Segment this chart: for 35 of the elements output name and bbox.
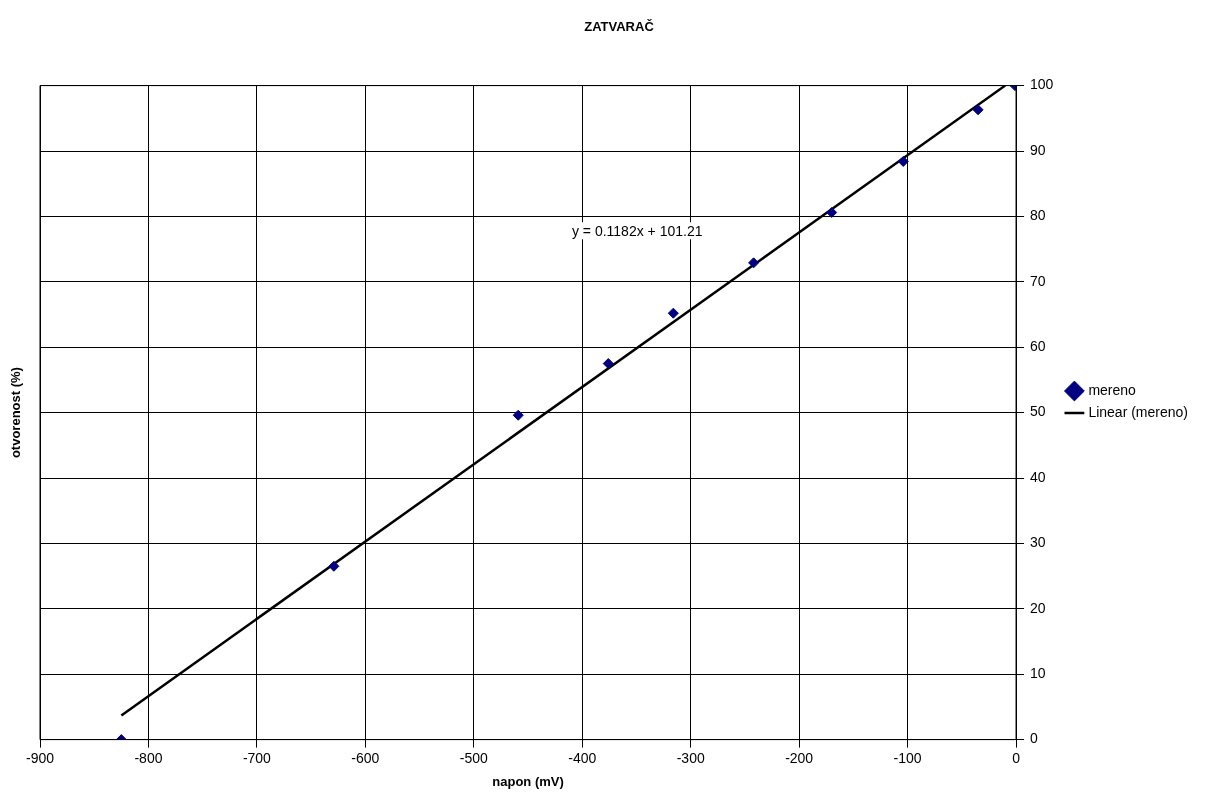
x-tick-label: -800 xyxy=(134,749,163,766)
point xyxy=(512,409,524,421)
point xyxy=(602,358,614,370)
y-tick-label: 100 xyxy=(1030,76,1054,93)
x-tick-label: -100 xyxy=(893,749,922,766)
x-axis-title: napon (mV) xyxy=(492,773,564,789)
x-tick-label: -300 xyxy=(676,749,705,766)
y-tick-label: 70 xyxy=(1030,272,1046,289)
y-tick-label: 60 xyxy=(1030,338,1046,355)
x-tick-label: -900 xyxy=(25,749,55,766)
y-tick-label: 10 xyxy=(1030,665,1046,682)
y-axis-title: otvorenost (%) xyxy=(8,367,23,459)
legend-label: mereno xyxy=(1088,381,1137,398)
y-tick-label: 50 xyxy=(1030,403,1046,420)
x-tick-label: 0 xyxy=(1012,749,1021,766)
x-tick-label: -400 xyxy=(568,749,597,766)
point xyxy=(826,206,838,218)
y-tick-label: 30 xyxy=(1030,534,1046,551)
point xyxy=(667,307,679,319)
x-tick-label: -600 xyxy=(351,749,380,766)
chart-title: ZATVARAČ xyxy=(584,19,655,35)
x-tick-label: -200 xyxy=(785,749,814,766)
annotation: y = 0.1182x + 101.21 xyxy=(571,223,703,240)
x-tick-label: -700 xyxy=(242,749,272,766)
y-tick-label: 80 xyxy=(1030,207,1046,224)
y-tick-label: 20 xyxy=(1030,599,1046,616)
point xyxy=(328,560,340,572)
x-tick-label: -500 xyxy=(459,749,489,766)
point xyxy=(748,257,760,269)
point xyxy=(972,104,984,116)
y-tick-label: 0 xyxy=(1030,730,1039,747)
y-tick-label: 90 xyxy=(1030,141,1046,158)
y-tick-label: 40 xyxy=(1030,468,1046,485)
point xyxy=(897,155,909,167)
legend-label: Linear (mereno) xyxy=(1088,403,1189,420)
